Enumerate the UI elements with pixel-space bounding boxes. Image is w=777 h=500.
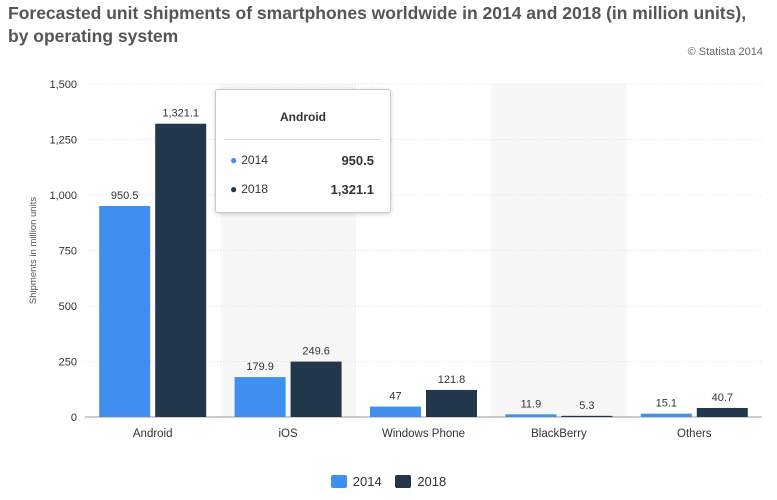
legend-label: 2014 [352, 474, 382, 489]
legend-item-2018[interactable]: 2018 [395, 474, 446, 489]
y-tick-label: 1,000 [49, 190, 77, 202]
legend-swatch-2014 [330, 475, 347, 488]
bar-2014[interactable] [234, 377, 286, 417]
tooltip-bullet-icon: ● [230, 153, 238, 167]
tooltip-row-value: 1,321.1 [330, 182, 374, 197]
y-tick-label: 500 [59, 301, 77, 313]
legend: 2014 2018 [0, 474, 777, 489]
data-label: 5.3 [579, 400, 594, 412]
tooltip-row-2018: ● 2018 1,321.1 [230, 182, 374, 197]
data-label: 11.9 [521, 398, 542, 410]
bar-2018[interactable] [561, 415, 613, 417]
tooltip-row-label: 2014 [241, 153, 268, 167]
y-tick-label: 250 [59, 357, 77, 369]
data-label: 47 [389, 391, 401, 403]
bar-2018[interactable] [290, 361, 342, 417]
tooltip-row-2014: ● 2014 950.5 [230, 153, 374, 168]
bar-2014[interactable] [370, 406, 421, 417]
tooltip-bullet-icon: ● [230, 182, 238, 196]
bar-chart: 0 250 500 750 1,000 1,250 1,500 Shipments in mi… [28, 79, 762, 440]
bar-2014[interactable] [640, 413, 692, 417]
legend-swatch-2018 [395, 475, 412, 488]
x-tick-label: Windows Phone [382, 428, 465, 440]
bar-2014[interactable] [99, 205, 151, 417]
bar-2018[interactable] [155, 123, 207, 418]
x-tick-label: Android [133, 428, 173, 440]
data-label: 179.9 [246, 361, 274, 373]
y-tick-label: 1,250 [49, 135, 77, 147]
tooltip-row-label: 2018 [241, 182, 268, 196]
data-label: 121.8 [438, 374, 466, 386]
tooltip: Android ● 2014 950.5 ● 2018 1,321.1 [215, 89, 391, 213]
data-label: 950.5 [111, 190, 139, 202]
x-tick-label: Others [677, 428, 712, 440]
tooltip-title: Android [280, 110, 326, 124]
y-tick-label: 0 [71, 412, 77, 424]
bar-2018[interactable] [696, 407, 748, 417]
y-axis-title: Shipments in million units [28, 197, 39, 304]
bar-2014[interactable] [505, 414, 557, 417]
y-tick-label: 750 [59, 246, 77, 258]
chart-title: Forecasted unit shipments of smartphones… [8, 3, 747, 46]
x-tick-label: BlackBerry [531, 428, 587, 440]
data-label: 1,321.1 [162, 108, 199, 120]
tooltip-divider [224, 139, 382, 140]
data-label: 15.1 [656, 398, 677, 410]
legend-label: 2018 [417, 474, 447, 489]
data-label: 249.6 [302, 346, 330, 358]
y-tick-label: 1,500 [49, 79, 77, 91]
legend-item-2014[interactable]: 2014 [330, 474, 382, 489]
x-tick-label: iOS [279, 428, 299, 440]
data-label: 40.7 [712, 392, 733, 404]
bar-2018[interactable] [426, 389, 477, 417]
source-credit[interactable]: © Statista 2014 [687, 46, 763, 58]
tooltip-row-value: 950.5 [341, 153, 374, 168]
